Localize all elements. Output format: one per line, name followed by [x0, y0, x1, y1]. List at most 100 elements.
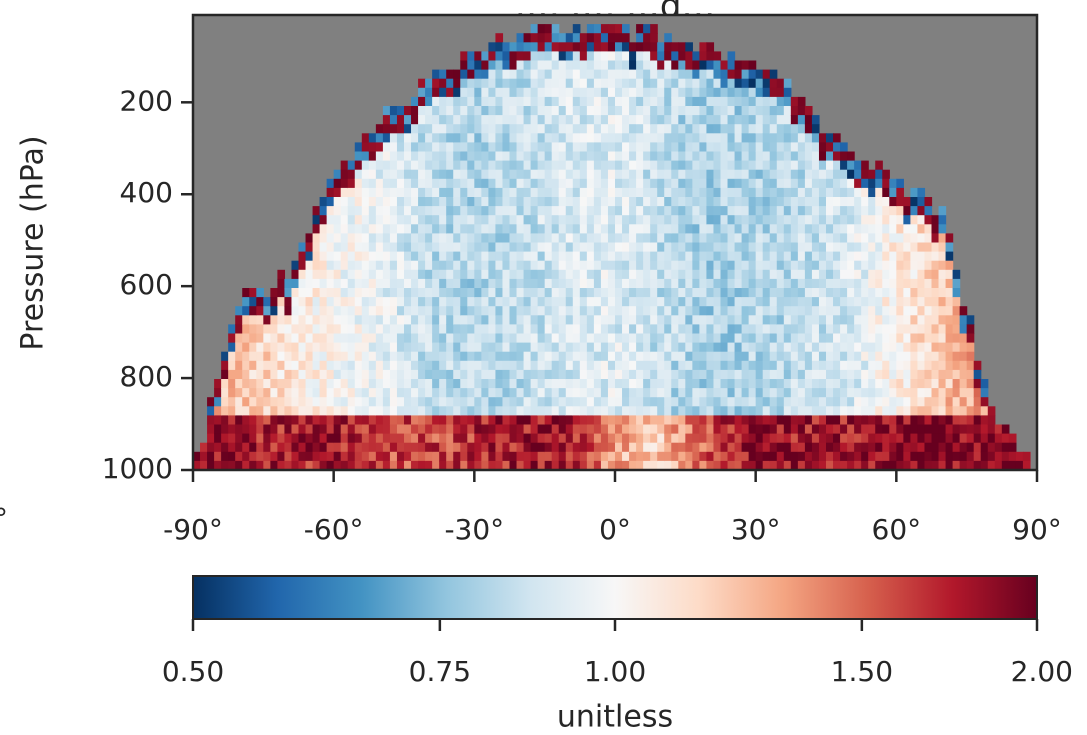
heatmap-cell [467, 197, 475, 207]
heatmap-cell [347, 351, 356, 362]
heatmap-cell [622, 160, 630, 171]
heatmap-cell [340, 360, 349, 371]
heatmap-cell [460, 133, 468, 143]
heatmap-cell [664, 187, 672, 198]
heatmap-cell [572, 51, 581, 62]
heatmap-cell [544, 87, 553, 98]
heatmap-cell [636, 78, 644, 89]
heatmap-cell [629, 442, 637, 453]
heatmap-cell [847, 460, 855, 471]
heatmap-cell [467, 269, 475, 280]
heatmap-cell [776, 433, 785, 444]
heatmap-cell [959, 333, 968, 344]
heatmap-cell [840, 433, 848, 444]
heatmap-cell [692, 460, 700, 471]
heatmap-cell [453, 460, 461, 471]
heatmap-cell [396, 460, 405, 471]
heatmap-cell [755, 133, 764, 143]
heatmap-cell [488, 206, 497, 216]
heatmap-cell [586, 124, 595, 134]
heatmap-cell [558, 133, 567, 143]
heatmap-cell [959, 451, 968, 462]
heatmap-cell [685, 69, 693, 80]
heatmap-cell [783, 151, 792, 162]
heatmap-cell [439, 406, 447, 416]
heatmap-cell [291, 451, 300, 462]
heatmap-cell [776, 460, 785, 471]
heatmap-cell [586, 315, 595, 325]
heatmap-cell [502, 260, 511, 271]
heatmap-cell [263, 324, 271, 335]
colorbar-tick-label: 1.50 [831, 655, 893, 688]
heatmap-cell [453, 306, 461, 316]
heatmap-cell [474, 269, 482, 280]
heatmap-cell [565, 96, 574, 107]
heatmap-cell [931, 424, 940, 435]
heatmap-cell [544, 360, 553, 371]
heatmap-cell [734, 124, 743, 134]
heatmap-cell [235, 342, 243, 353]
heatmap-cell [558, 269, 567, 280]
heatmap-cell [741, 160, 750, 171]
heatmap-cell [622, 379, 630, 389]
heatmap-cell [889, 306, 897, 316]
heatmap-cell [727, 406, 736, 416]
heatmap-cell [404, 342, 412, 353]
heatmap-cell [565, 169, 574, 180]
heatmap-cell [354, 251, 363, 262]
heatmap-cell [340, 388, 349, 398]
heatmap-cell [404, 442, 412, 453]
heatmap-cell [748, 379, 757, 389]
heatmap-cell [706, 115, 715, 125]
heatmap-cell [748, 215, 757, 225]
heatmap-cell [889, 278, 897, 289]
heatmap-cell [404, 133, 412, 143]
heatmap-cell [396, 369, 405, 380]
heatmap-cell [572, 169, 581, 180]
heatmap-cell [945, 288, 954, 298]
heatmap-cell [959, 415, 968, 426]
heatmap-cell [537, 206, 546, 216]
heatmap-cell [776, 124, 785, 134]
heatmap-cell [481, 306, 489, 316]
heatmap-cell [622, 333, 630, 344]
heatmap-cell [804, 106, 813, 116]
heatmap-cell [917, 388, 926, 398]
heatmap-cell [910, 269, 919, 280]
heatmap-cell [572, 224, 581, 234]
heatmap-cell [446, 133, 454, 143]
heatmap-cell [453, 160, 461, 171]
heatmap-cell [551, 288, 560, 298]
heatmap-cell [453, 360, 461, 371]
heatmap-cell [910, 206, 919, 216]
heatmap-cell [460, 178, 468, 189]
heatmap-cell [973, 369, 982, 380]
heatmap-cell [228, 406, 236, 416]
heatmap-cell [847, 197, 855, 207]
heatmap-cell [931, 397, 940, 407]
heatmap-cell [678, 169, 686, 180]
heatmap-cell [418, 178, 426, 189]
heatmap-cell [685, 242, 693, 253]
heatmap-cell [488, 369, 497, 380]
heatmap-cell [474, 342, 482, 353]
heatmap-cell [776, 306, 785, 316]
heatmap-cell [910, 433, 919, 444]
heatmap-cell [671, 215, 679, 225]
heatmap-cell [551, 351, 560, 362]
heatmap-cell [861, 297, 869, 307]
heatmap-cell [671, 160, 679, 171]
heatmap-cell [495, 251, 504, 262]
heatmap-cell [727, 178, 736, 189]
heatmap-cell [896, 433, 904, 444]
heatmap-cell [889, 233, 897, 244]
heatmap-cell [959, 379, 968, 389]
heatmap-cell [411, 342, 419, 353]
heatmap-cell [551, 360, 560, 371]
heatmap-cell [235, 451, 243, 462]
heatmap-cell [495, 197, 504, 207]
heatmap-cell [474, 178, 482, 189]
heatmap-cell [600, 433, 609, 444]
heatmap-cell [706, 169, 715, 180]
heatmap-cell [629, 451, 637, 462]
